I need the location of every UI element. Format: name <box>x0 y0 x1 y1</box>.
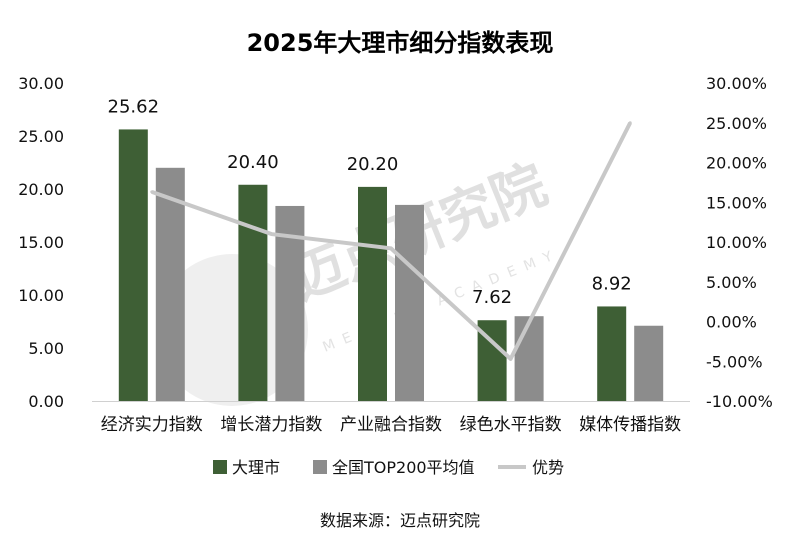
legend-swatch <box>213 460 227 474</box>
right-axis: -10.00% -5.00% 0.00% 5.00% 10.00% 15.00% 20.00… <box>706 74 773 411</box>
source-note: 数据来源：迈点研究院 <box>320 511 480 530</box>
right-tick-label: -5.00% <box>706 352 763 371</box>
left-tick-label: 10.00 <box>18 286 64 305</box>
bar-top200-avg <box>634 325 664 401</box>
right-tick-label: 15.00% <box>706 193 767 212</box>
right-tick-label: 30.00% <box>706 74 767 93</box>
category-label: 绿色水平指数 <box>460 415 562 435</box>
right-tick-label: 10.00% <box>706 233 767 252</box>
right-tick-label: 5.00% <box>706 273 757 292</box>
data-label: 20.20 <box>347 154 399 175</box>
legend-label: 大理市 <box>232 458 280 477</box>
right-tick-label: 0.00% <box>706 313 757 332</box>
legend-label: 全国TOP200平均值 <box>332 458 475 477</box>
bar-top200-avg <box>395 204 424 401</box>
line-point <box>150 190 154 194</box>
category-labels: 经济实力指数 增长潜力指数 产业融合指数 绿色水平指数 媒体传播指数 <box>101 415 681 435</box>
left-tick-label: 20.00 <box>18 180 64 199</box>
bar-top200-avg <box>514 316 544 401</box>
bar-dali <box>358 186 387 401</box>
category-label: 产业融合指数 <box>340 415 442 435</box>
chart-title: 2025年大理市细分指数表现 <box>247 29 554 57</box>
line-point <box>389 246 393 250</box>
line-point <box>509 357 513 361</box>
category-label: 经济实力指数 <box>101 415 203 435</box>
left-tick-label: 5.00 <box>28 339 64 358</box>
bar-top200-avg <box>155 167 185 401</box>
left-axis: 0.00 5.00 10.00 15.00 20.00 25.00 30.00 <box>18 74 690 411</box>
bar-dali <box>597 306 627 401</box>
data-label: 20.40 <box>227 152 279 173</box>
left-tick-label: 25.00 <box>18 127 64 146</box>
data-label: 25.62 <box>108 96 160 117</box>
left-tick-label: 0.00 <box>28 392 64 411</box>
right-tick-label: -10.00% <box>706 392 773 411</box>
category-label: 增长潜力指数 <box>220 415 322 435</box>
line-series <box>150 121 632 361</box>
category-label: 媒体传播指数 <box>579 415 681 435</box>
data-label: 7.62 <box>472 287 512 308</box>
line-point <box>269 232 273 236</box>
left-tick-label: 15.00 <box>18 233 64 252</box>
legend-label: 优势 <box>532 458 564 477</box>
line-point <box>628 121 632 125</box>
left-tick-label: 30.00 <box>18 74 64 93</box>
legend-swatch <box>313 460 327 474</box>
right-tick-label: 25.00% <box>706 114 767 133</box>
data-label: 8.92 <box>592 273 632 294</box>
bar-dali <box>118 129 148 402</box>
watermark-logo-icon <box>156 254 308 406</box>
legend: 大理市 全国TOP200平均值 优势 <box>213 458 564 477</box>
right-tick-label: 20.00% <box>706 154 767 173</box>
bars: 25.62 20.40 20.20 7.62 8.92 <box>108 96 664 402</box>
bar-dali <box>238 184 268 401</box>
